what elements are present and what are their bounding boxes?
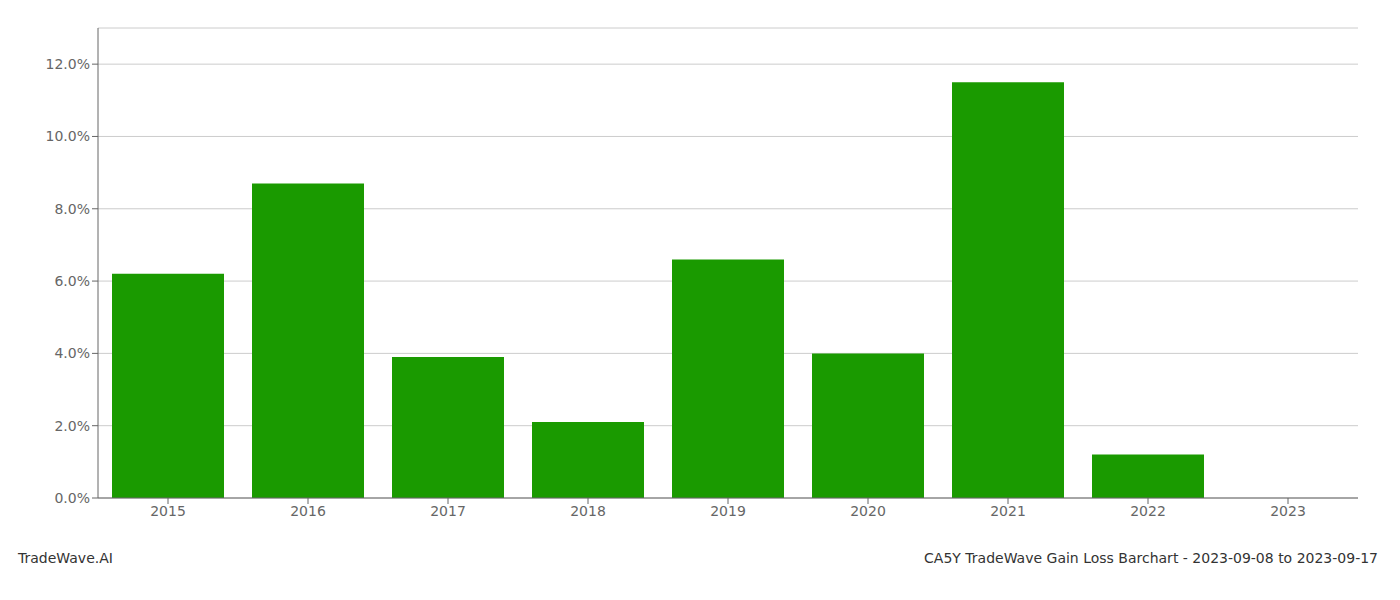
svg-text:2.0%: 2.0% [54, 418, 90, 434]
svg-text:10.0%: 10.0% [46, 128, 90, 144]
svg-text:2022: 2022 [1130, 503, 1166, 519]
svg-text:6.0%: 6.0% [54, 273, 90, 289]
html-text:CA5Y TradeWave Gain Loss Barch: CA5Y TradeWave Gain Loss Barchart - 2023… [924, 550, 1378, 566]
svg-text:8.0%: 8.0% [54, 201, 90, 217]
svg-text:2016: 2016 [290, 503, 326, 519]
svg-text:2015: 2015 [150, 503, 186, 519]
svg-text:0.0%: 0.0% [54, 490, 90, 506]
svg-text:2021: 2021 [990, 503, 1026, 519]
svg-text:12.0%: 12.0% [46, 56, 90, 72]
svg-text:2023: 2023 [1270, 503, 1306, 519]
svg-text:2017: 2017 [430, 503, 466, 519]
svg-text:2018: 2018 [570, 503, 606, 519]
svg-text:2020: 2020 [850, 503, 886, 519]
svg-text:2019: 2019 [710, 503, 746, 519]
html-text:TradeWave.AI: TradeWave.AI [18, 550, 113, 566]
svg-text:4.0%: 4.0% [54, 345, 90, 361]
